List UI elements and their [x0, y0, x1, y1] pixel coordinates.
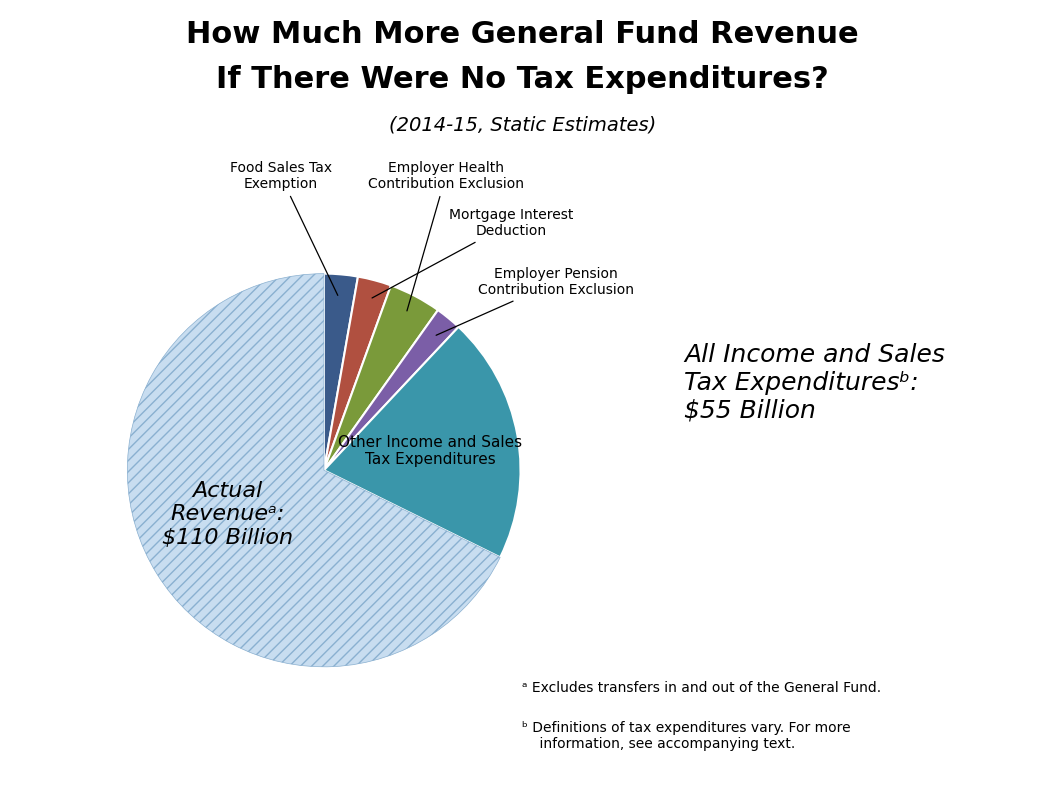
Wedge shape [324, 285, 438, 470]
Text: ᵇ Definitions of tax expenditures vary. For more
    information, see accompanyi: ᵇ Definitions of tax expenditures vary. … [522, 721, 851, 752]
Wedge shape [324, 310, 459, 470]
Text: All Income and Sales
Tax Expendituresᵇ:
$55 Billion: All Income and Sales Tax Expendituresᵇ: … [684, 343, 946, 422]
Wedge shape [324, 327, 520, 557]
Text: Other Income and Sales
Tax Expenditures: Other Income and Sales Tax Expenditures [339, 435, 522, 467]
Text: How Much More General Fund Revenue: How Much More General Fund Revenue [186, 20, 859, 49]
Text: Employer Pension
Contribution Exclusion: Employer Pension Contribution Exclusion [436, 267, 634, 336]
Wedge shape [324, 273, 358, 470]
Text: If There Were No Tax Expenditures?: If There Were No Tax Expenditures? [216, 65, 829, 94]
Text: (2014-15, Static Estimates): (2014-15, Static Estimates) [389, 116, 656, 135]
Text: Food Sales Tax
Exemption: Food Sales Tax Exemption [230, 161, 338, 296]
Wedge shape [324, 277, 391, 470]
Text: ᵃ Excludes transfers in and out of the General Fund.: ᵃ Excludes transfers in and out of the G… [522, 681, 882, 696]
Text: Mortgage Interest
Deduction: Mortgage Interest Deduction [372, 208, 573, 298]
Text: Employer Health
Contribution Exclusion: Employer Health Contribution Exclusion [368, 161, 524, 311]
Wedge shape [127, 273, 501, 667]
Text: Actual
Revenueᵃ:
$110 Billion: Actual Revenueᵃ: $110 Billion [162, 481, 293, 548]
